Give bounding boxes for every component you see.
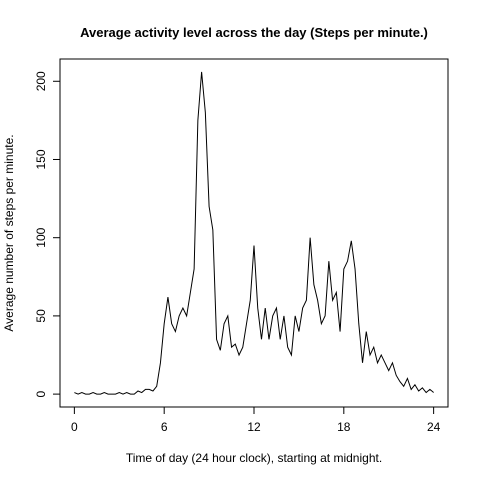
x-tick-label: 6 bbox=[161, 420, 168, 434]
y-tick-label: 150 bbox=[34, 149, 48, 169]
x-tick-label: 24 bbox=[427, 420, 441, 434]
y-tick-label: 0 bbox=[34, 390, 48, 397]
y-tick-label: 200 bbox=[34, 71, 48, 91]
y-tick-label: 50 bbox=[34, 309, 48, 323]
plot-box bbox=[59, 58, 449, 408]
y-tick-label: 100 bbox=[34, 227, 48, 247]
chart-title: Average activity level across the day (S… bbox=[80, 25, 428, 40]
x-tick-label: 12 bbox=[247, 420, 261, 434]
x-axis-label: Time of day (24 hour clock), starting at… bbox=[126, 451, 382, 465]
x-tick-label: 0 bbox=[71, 420, 78, 434]
x-tick-label: 18 bbox=[337, 420, 351, 434]
y-axis-label: Average number of steps per minute. bbox=[2, 134, 16, 331]
data-line bbox=[74, 71, 434, 395]
